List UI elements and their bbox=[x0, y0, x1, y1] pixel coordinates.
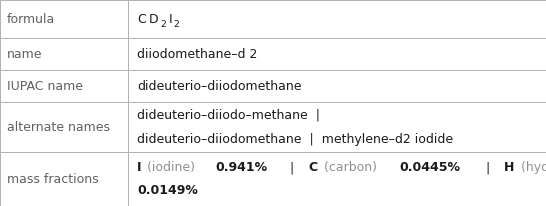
Text: IUPAC name: IUPAC name bbox=[7, 80, 83, 92]
Text: 0.0445%: 0.0445% bbox=[399, 162, 460, 174]
Text: formula: formula bbox=[7, 13, 55, 26]
Text: alternate names: alternate names bbox=[7, 121, 110, 134]
Text: I: I bbox=[137, 162, 141, 174]
Text: H: H bbox=[504, 162, 514, 174]
Text: diiodomethane–d 2: diiodomethane–d 2 bbox=[137, 48, 257, 61]
Text: 0.941%: 0.941% bbox=[215, 162, 267, 174]
Text: name: name bbox=[7, 48, 43, 61]
Text: D: D bbox=[149, 13, 158, 26]
Text: 2: 2 bbox=[161, 20, 167, 29]
Text: (iodine): (iodine) bbox=[143, 162, 199, 174]
Text: I: I bbox=[168, 13, 172, 26]
Text: dideuterio–diiodo–methane  |: dideuterio–diiodo–methane | bbox=[137, 109, 320, 122]
Text: |: | bbox=[282, 162, 302, 174]
Text: 0.0149%: 0.0149% bbox=[137, 184, 198, 197]
Text: |: | bbox=[478, 162, 498, 174]
Text: dideuterio–diiodomethane  |  methylene–d2 iodide: dideuterio–diiodomethane | methylene–d2 … bbox=[137, 133, 453, 146]
Text: mass fractions: mass fractions bbox=[7, 173, 99, 186]
Text: C: C bbox=[137, 13, 146, 26]
Text: C: C bbox=[308, 162, 318, 174]
Text: (carbon): (carbon) bbox=[321, 162, 381, 174]
Text: (hydrogen): (hydrogen) bbox=[517, 162, 546, 174]
Text: dideuterio–diiodomethane: dideuterio–diiodomethane bbox=[137, 80, 301, 92]
Text: 2: 2 bbox=[173, 20, 179, 29]
